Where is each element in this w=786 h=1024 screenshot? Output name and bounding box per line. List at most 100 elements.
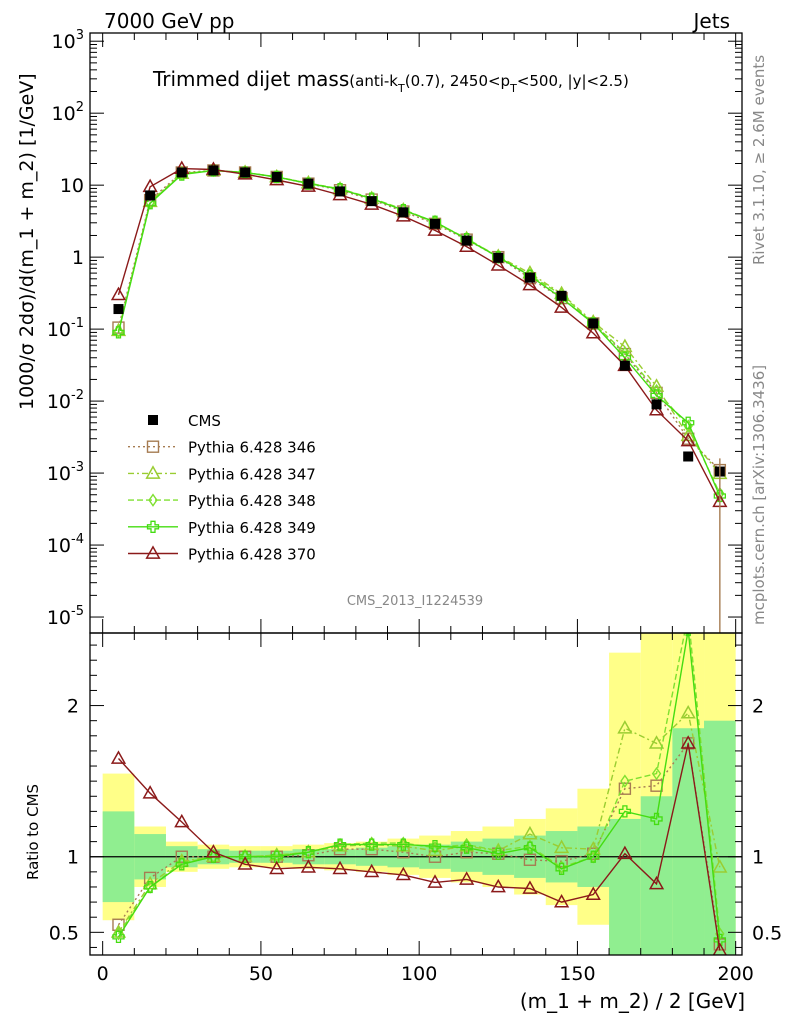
legend-item-4: Pythia 6.428 349 — [128, 519, 316, 537]
ratio-series-point — [490, 878, 506, 893]
main-panel-frame — [89, 32, 743, 634]
main-series-point — [112, 326, 125, 339]
ratio-series-point — [553, 893, 570, 908]
main-series-point — [585, 324, 601, 339]
cms-data-point — [619, 360, 630, 371]
ratio-series-point — [587, 850, 600, 863]
legend-label: Pythia 6.428 348 — [188, 492, 316, 510]
y-tick-label: 10 — [60, 175, 84, 197]
main-series-point — [142, 178, 158, 193]
main-series-point — [680, 432, 696, 447]
cms-data-point — [398, 207, 409, 218]
ratio-uncertainty-bands — [102, 633, 736, 955]
ratio-series-point — [712, 859, 728, 873]
y-axis-label-ratio: Ratio to CMS — [24, 784, 42, 880]
main-series-point — [112, 321, 125, 334]
y-tick-label: 1 — [72, 247, 84, 269]
legend-item-2: Pythia 6.428 347 — [128, 465, 316, 483]
main-series-line — [117, 167, 721, 503]
ratio-series-point — [523, 853, 537, 866]
ratio-series-point — [175, 858, 188, 871]
legend: CMS Pythia 6.428 346 Pythia 6.428 347 Pythi… — [128, 412, 316, 564]
ratio-series-point — [270, 850, 283, 863]
ratio-series-point — [617, 845, 633, 860]
rivet-label: Rivet 3.1.10, ≥ 2.6M events — [750, 55, 768, 265]
cms-data-point — [240, 167, 251, 178]
legend-marker — [146, 520, 160, 533]
main-series-point — [110, 286, 127, 301]
cms-data-point — [145, 190, 156, 201]
cms-data-point — [683, 451, 694, 462]
ratio-series-point — [269, 860, 285, 875]
cms-data-point — [176, 167, 187, 178]
ratio-series-point — [712, 942, 727, 955]
ratio-series-point — [174, 813, 190, 828]
ratio-y-tick-label-right: 2 — [752, 696, 764, 718]
ratio-series-5 — [110, 735, 727, 955]
ratio-series-point — [680, 735, 696, 749]
main-series-point — [682, 416, 695, 429]
y-tick-label: 10-4 — [47, 532, 84, 557]
y-tick-label: 10-5 — [47, 604, 84, 629]
main-series-point — [648, 378, 665, 392]
main-series-point — [427, 222, 443, 236]
ratio-series-point — [110, 750, 127, 764]
legend-item-1: Pythia 6.428 346 — [128, 439, 316, 457]
ratio-series-point — [364, 863, 380, 878]
legend-item-5: Pythia 6.428 370 — [128, 545, 316, 564]
cms-data-point — [493, 252, 504, 263]
main-series-point — [459, 238, 475, 253]
ratio-series-point — [492, 847, 505, 860]
ratio-series-point — [112, 930, 125, 944]
band-inner — [640, 796, 673, 955]
ratio-series-point — [395, 866, 411, 881]
ratio-series-point — [143, 880, 157, 894]
cms-data-point — [271, 171, 282, 182]
main-plot-area — [110, 160, 728, 633]
legend-label: Pythia 6.428 370 — [188, 546, 316, 564]
ratio-series-point — [555, 862, 568, 875]
cms-data-point — [208, 165, 219, 176]
plot-title: Trimmed dijet mass(anti-kT(0.7), 2450<pT… — [152, 67, 629, 95]
title-sub-c: (0.7), 2450<p — [405, 72, 510, 90]
ratio-series-point — [585, 886, 601, 900]
cms-data-point — [335, 186, 346, 197]
ratio-series-point — [142, 875, 158, 890]
legend-marker — [145, 465, 161, 479]
cms-data-point — [461, 235, 472, 246]
main-series-point — [617, 338, 633, 353]
cms-data-point — [366, 196, 377, 207]
plot-curves — [90, 160, 742, 955]
ratio-series-point — [618, 782, 632, 795]
x-tick-label: 200 — [718, 963, 754, 985]
ratio-series-point — [365, 838, 378, 851]
title-sub-a: (anti-k — [349, 72, 398, 90]
legend-label: Pythia 6.428 349 — [188, 519, 316, 537]
ratio-series-point — [617, 720, 633, 734]
main-series-2 — [110, 162, 728, 480]
y-tick-label: 102 — [52, 100, 84, 125]
legend-item-cms: CMS — [148, 412, 221, 430]
ratio-series-point — [238, 850, 252, 863]
mcplots-label: mcplots.cern.ch [arXiv:1306.3436] — [750, 365, 768, 625]
ratio-series-point — [427, 874, 443, 888]
header-right: Jets — [692, 9, 730, 33]
ratio-series-point — [585, 841, 601, 855]
cms-data-point — [556, 290, 567, 301]
main-series-point — [553, 299, 570, 313]
cms-data-point — [113, 304, 124, 315]
y-tick-label: 10-1 — [47, 316, 84, 341]
legend-label-cms: CMS — [188, 412, 221, 430]
ratio-series-point — [142, 785, 158, 799]
ratio-series-point — [333, 838, 347, 851]
legend-label: Pythia 6.428 346 — [188, 439, 316, 457]
title-sub-e: <500, |y|<2.5) — [517, 72, 629, 90]
y-axis-label-main: 1000/σ 2dσ)/d(m_1 + m_2) [1/GeV] — [16, 73, 38, 410]
ratio-series-point — [522, 825, 538, 840]
ratio-series-point — [237, 856, 253, 870]
cms-data-point — [588, 318, 599, 329]
y-tick-label: 103 — [52, 28, 84, 53]
x-tick-label: 100 — [401, 963, 437, 985]
main-series-point — [522, 276, 538, 291]
